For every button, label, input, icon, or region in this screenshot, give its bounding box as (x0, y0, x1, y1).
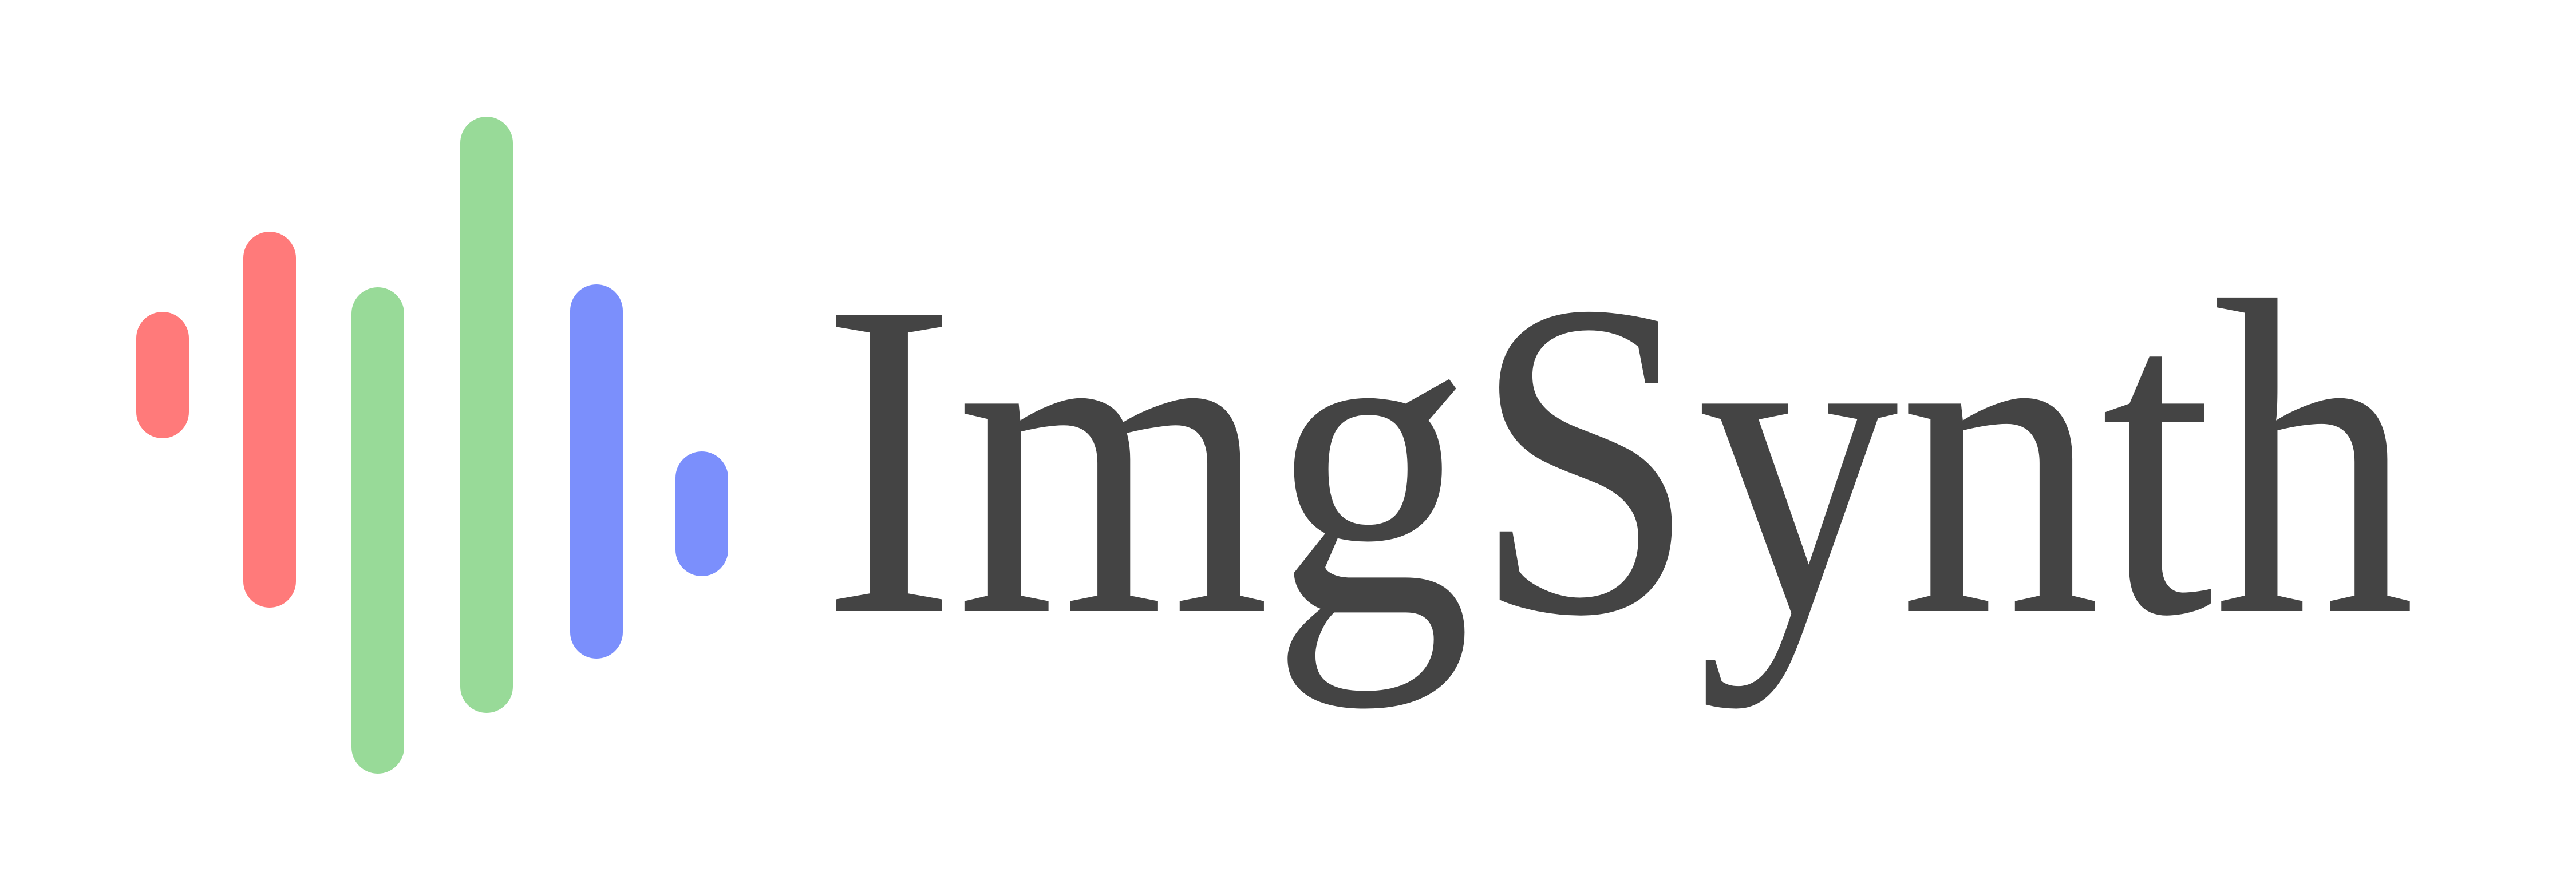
bar (351, 287, 404, 774)
logo-bars (136, 117, 728, 774)
bar (570, 284, 623, 659)
bar (675, 451, 728, 576)
bar (243, 232, 296, 608)
bar (460, 117, 513, 713)
wordmark: ImgSynth (821, 208, 2415, 710)
bar (136, 312, 189, 438)
